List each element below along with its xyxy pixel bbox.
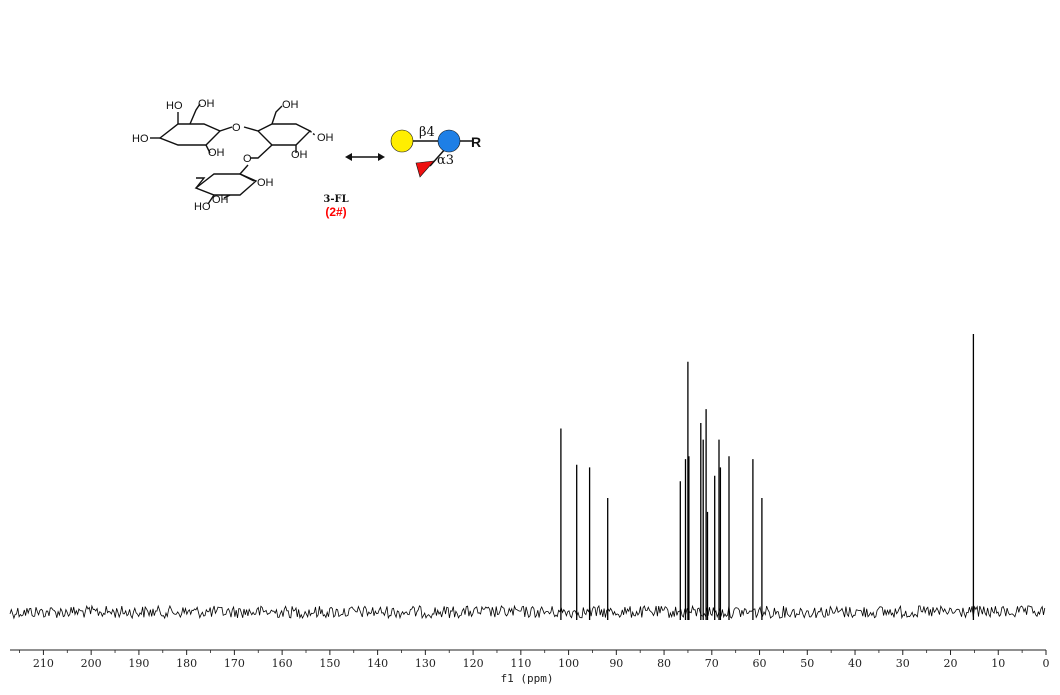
x-axis-tick-label: 90 [609, 657, 623, 670]
x-axis-tick-label: 0 [1043, 657, 1050, 670]
glucose-circle-icon [437, 129, 461, 153]
compound-id: (2#) [325, 205, 346, 219]
x-axis-tick-label: 200 [81, 657, 102, 670]
spectrum-baseline [9, 604, 1046, 620]
glycosidic-bond-2 [243, 126, 259, 132]
compound-name: 3-FL [323, 194, 348, 205]
x-axis-tick-label: 70 [705, 657, 719, 670]
bond [223, 194, 231, 199]
atom-label: O [243, 153, 252, 165]
x-axis-tick-label: 110 [510, 657, 531, 670]
atom-label: O [232, 122, 241, 134]
bond [195, 177, 206, 189]
x-axis-tick-label: 210 [33, 657, 54, 670]
chemical-structure [150, 103, 317, 205]
atom-label: OH [282, 99, 299, 111]
fucose-triangle-icon [415, 160, 435, 178]
reducing-end-label: R [471, 134, 481, 150]
x-axis-tick-label: 160 [272, 657, 293, 670]
x-axis-tick-label: 180 [176, 657, 197, 670]
glucose-ring [256, 123, 312, 146]
glycan-bond [429, 147, 447, 167]
atom-label: OH [257, 177, 274, 189]
x-axis-tick-label: 150 [319, 657, 340, 670]
x-axis-tick-label: 100 [558, 657, 579, 670]
glycosidic-bond-4 [239, 164, 249, 175]
glycosidic-bond-3 [251, 144, 273, 159]
linkage-label-alpha3: α3 [437, 153, 454, 168]
x-axis-tick-label: 60 [753, 657, 767, 670]
x-axis-tick-label: 50 [800, 657, 814, 670]
atom-label: HO [132, 133, 149, 145]
bond [205, 144, 211, 154]
x-axis-tick-label: 40 [848, 657, 862, 670]
x-axis-ticks: 210 200 190 180 170 160 150 140 130 120 110 100 90 80… [19, 650, 1050, 670]
double-headed-arrow-icon [345, 153, 385, 161]
galactose-ring [158, 123, 222, 146]
x-axis-tick-label: 190 [128, 657, 149, 670]
x-axis-tick-label: 80 [657, 657, 671, 670]
atom-label: HO [166, 100, 183, 112]
atom-label: OH [208, 147, 225, 159]
structure-diagram: HO OH HO OH O OH OH OH O OH HO OH 3-FL (… [132, 98, 481, 219]
glycan-symbol: β4 α3 R [390, 125, 481, 178]
x-axis-tick-label: 120 [463, 657, 484, 670]
x-axis-title: f1 (ppm) [501, 672, 554, 685]
bond [271, 105, 283, 125]
atom-label: OH [291, 149, 308, 161]
linkage-label-beta4: β4 [419, 125, 435, 140]
atom-label: OH [198, 98, 215, 110]
glycosidic-bond-1 [219, 126, 233, 132]
x-axis-tick-label: 10 [991, 657, 1005, 670]
galactose-circle-icon [390, 129, 414, 153]
baseline-noise [9, 604, 1046, 620]
x-axis-tick-label: 30 [896, 657, 910, 670]
bond [309, 130, 317, 137]
x-axis-tick-label: 20 [944, 657, 958, 670]
bond [207, 194, 215, 205]
x-axis-tick-label: 170 [224, 657, 245, 670]
atom-label: HO [194, 201, 211, 213]
atom-label: OH [317, 132, 334, 144]
bond [239, 173, 255, 182]
atom-label: OH [212, 194, 229, 206]
x-axis-tick-label: 140 [367, 657, 388, 670]
peak-group [560, 334, 975, 620]
bond [189, 103, 201, 125]
atom-labels: HO OH HO OH O OH OH OH O OH HO OH [132, 98, 334, 213]
x-axis-tick-label: 130 [415, 657, 436, 670]
